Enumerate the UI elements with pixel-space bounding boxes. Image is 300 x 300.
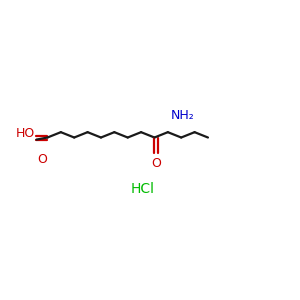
Text: O: O bbox=[151, 158, 161, 170]
Text: HCl: HCl bbox=[130, 182, 154, 196]
Text: HO: HO bbox=[16, 127, 35, 140]
Text: NH₂: NH₂ bbox=[171, 109, 195, 122]
Text: O: O bbox=[37, 153, 47, 166]
